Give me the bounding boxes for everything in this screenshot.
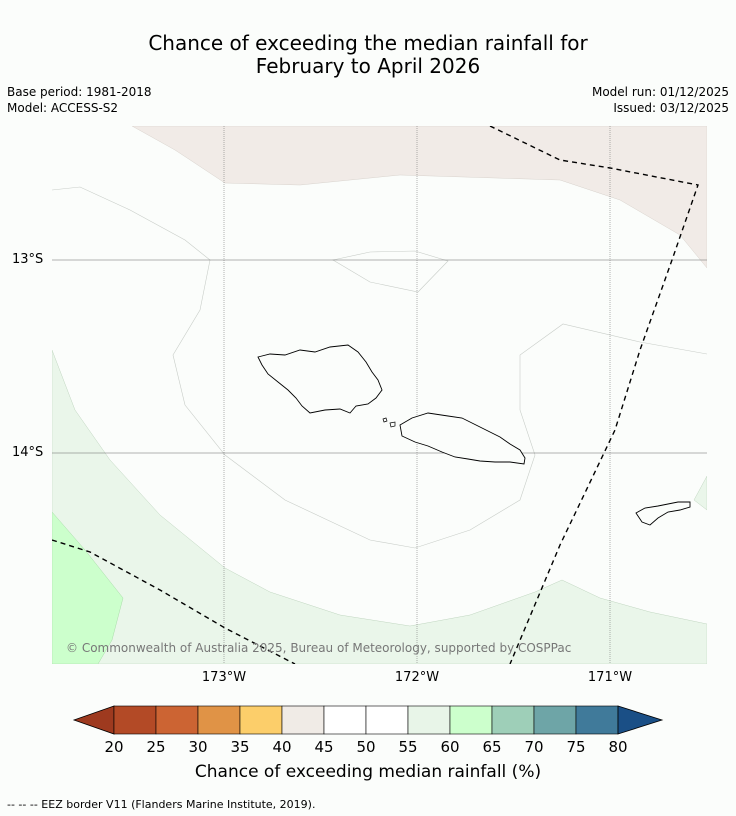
colorbar-tick-label: 40 <box>272 738 292 756</box>
colorbar <box>72 705 664 735</box>
colorbar-segment <box>197 705 241 735</box>
colorbar-tick-label: 35 <box>230 738 250 756</box>
colorbar-tick-label: 30 <box>188 738 208 756</box>
colorbar-segment <box>323 705 367 735</box>
below-median-region <box>131 126 707 269</box>
colorbar-tick-label: 80 <box>608 738 628 756</box>
strong-above-median-region <box>52 511 124 664</box>
colorbar-extend-low <box>72 705 115 735</box>
eez-border <box>489 126 699 664</box>
contour-line <box>332 250 449 293</box>
upolu-island <box>399 412 526 465</box>
issued-date: Issued: 03/12/2025 <box>613 101 729 115</box>
contour-line <box>52 186 707 549</box>
model-run: Model run: 01/12/2025 <box>591 85 729 99</box>
lat-label-14s: 14°S <box>12 445 44 460</box>
colorbar-segment <box>239 705 283 735</box>
base-period: Base period: 1981-2018 <box>7 85 152 99</box>
colorbar-tick-label: 50 <box>356 738 376 756</box>
map-area <box>52 126 707 664</box>
colorbar-extend-high <box>617 705 664 735</box>
colorbar-segment <box>155 705 199 735</box>
lat-label-13s: 13°S <box>12 252 44 267</box>
lon-label-173w: 173°W <box>201 670 247 685</box>
map-title-line2: February to April 2026 <box>255 54 481 78</box>
colorbar-label: Chance of exceeding median rainfall (%) <box>194 762 542 782</box>
colorbar-segment <box>533 705 577 735</box>
gridlines <box>52 126 707 664</box>
colorbar-tick-label: 45 <box>314 738 334 756</box>
colorbar-segment <box>281 705 325 735</box>
colorbar-tick-label: 65 <box>482 738 502 756</box>
colorbar-tick-label: 20 <box>104 738 124 756</box>
colorbar-segment <box>365 705 409 735</box>
above-median-patch-east <box>693 475 707 511</box>
tutuila-island <box>635 501 691 526</box>
colorbar-tick-label: 60 <box>440 738 460 756</box>
colorbar-tick-label: 75 <box>566 738 586 756</box>
colorbar-segment <box>113 705 157 735</box>
colorbar-tick-label: 25 <box>146 738 166 756</box>
eez-legend-note: -- -- -- EEZ border V11 (Flanders Marine… <box>7 798 316 811</box>
manono-island <box>389 421 396 428</box>
colorbar-segment <box>407 705 451 735</box>
above-median-region <box>52 349 707 664</box>
colorbar-segment <box>575 705 619 735</box>
copyright-notice: © Commonwealth of Australia 2025, Bureau… <box>66 641 572 655</box>
eez-border <box>52 539 296 664</box>
colorbar-tick-label: 55 <box>398 738 418 756</box>
colorbar-segment <box>449 705 493 735</box>
savaii-island <box>257 344 383 414</box>
colorbar-segment <box>491 705 535 735</box>
colorbar-tick-label: 70 <box>524 738 544 756</box>
apolima-island <box>382 417 388 423</box>
lon-label-171w: 171°W <box>587 670 633 685</box>
model-name: Model: ACCESS-S2 <box>7 101 119 115</box>
lon-label-172w: 172°W <box>394 670 440 685</box>
map-title-line1: Chance of exceeding the median rainfall … <box>148 31 588 55</box>
